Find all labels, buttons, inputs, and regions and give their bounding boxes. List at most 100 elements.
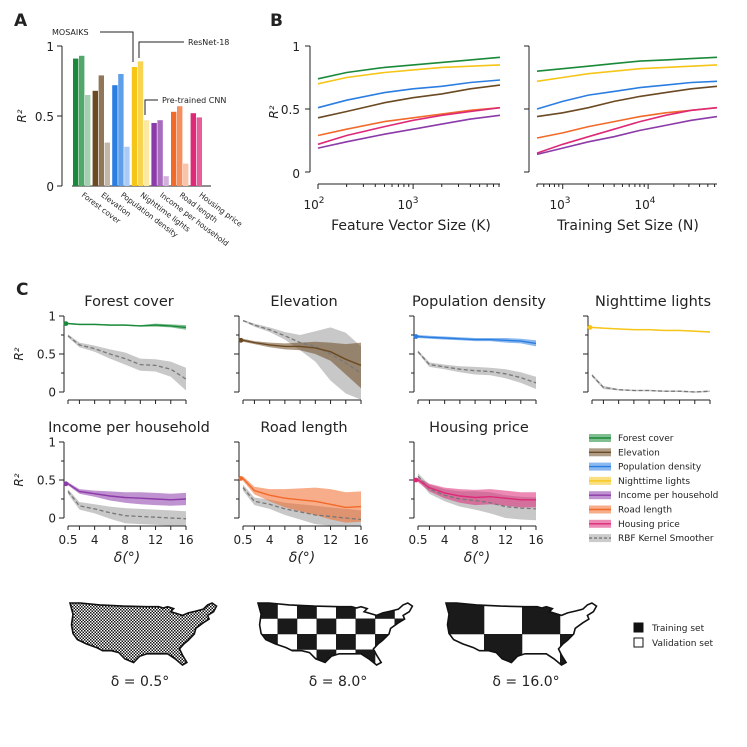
model-start-point [63,481,69,487]
panel-a-ylabel: R² [15,109,29,122]
rbf-band [418,350,536,389]
panel-c-title: Nighttime lights [595,294,711,310]
panel-c-ylabel: R² [12,347,26,360]
panel-a-ytick: 0.5 [35,110,54,124]
bar-elevation-pre-trained-cnn [104,142,110,186]
bar-forest-cover-resnet-18 [79,55,85,186]
bar-income-per-household-mosaiks [151,123,157,186]
line-elevation [317,84,501,119]
annotation-resnet-leader [138,41,184,58]
panel-c-ytick: 0.5 [37,348,56,362]
panel-c-ylabel: R² [12,473,26,486]
panel-c-housing-price: Housing price 0.5 4 8 12 16 δ(°) [408,420,543,566]
panel-c-xlabel: δ(°) [289,550,316,566]
annotation-cnn: Pre-trained CNN [162,96,226,105]
bar-road-length-resnet-18 [177,106,183,186]
legend-label: RBF Kernel Smoother [618,534,714,544]
line-population-density [317,79,501,109]
line-housing-price [317,106,501,146]
panel-c-xtick: 0.5 [408,533,427,547]
bar-nighttime-lights-resnet-18 [137,61,144,186]
map-training-cell [316,649,337,665]
us-outline [444,602,598,666]
legend-label: Population density [618,463,702,473]
legend-training-swatch [633,622,644,633]
map-training-cell [258,603,278,619]
panel-b-xtick-base: 10 [549,198,564,212]
panel-b-xlabel-right: Training Set Size (N) [556,218,699,234]
panel-c-nighttime-lights: Nighttime lights [583,294,711,404]
legend-label: Housing price [618,520,680,530]
legend-label: Road length [618,506,672,516]
model-start-point [238,476,244,481]
panel-c-xtick: 16 [353,533,368,547]
checkerboard-maps [68,602,598,666]
panel-c-xtick: 4 [266,533,274,547]
line-income-per-household [536,115,718,156]
map-training-cell [277,649,298,665]
panel-c-road-length: Road length 0.5 4 8 12 16 δ(°) [233,420,368,566]
panel-b-xtick-base: 10 [634,198,649,212]
legend-validation-label: Validation set [652,639,714,649]
bar-housing-price-mosaiks [190,113,196,186]
us-outline [256,602,414,666]
map-training-cell [297,603,317,619]
model-line [591,326,711,333]
panel-c-xtick: 12 [498,533,513,547]
panel-a-ytick: 1 [46,40,54,54]
legend-training-label: Training set [651,624,705,634]
model-start-point [63,321,69,326]
panel-a-bar-chart: 1 0.5 0 R² Forest coverElevationPopulati… [15,28,244,248]
panel-c-forest-cover: Forest cover 1 0.5 0 R² [12,294,187,404]
line-income-per-household [317,114,501,149]
panel-b-xtick-exp: 4 [650,196,656,206]
svg-text:103: 103 [549,196,570,212]
bar-elevation-resnet-18 [98,75,104,186]
rbf-line [67,335,187,380]
bar-housing-price-resnet-18 [196,117,202,186]
rbf-line [417,475,537,510]
bar-forest-cover-pre-trained-cnn [85,95,91,186]
line-elevation [536,85,718,118]
panel-c-xtick: 0.5 [58,533,77,547]
panel-c-xtick: 8 [296,533,304,547]
model-start-point [413,477,419,483]
panel-b-xlabel-left: Feature Vector Size (K) [331,218,491,234]
model-start-point [587,325,593,330]
model-line [67,483,187,501]
bar-population-density-resnet-18 [118,74,124,186]
panel-c-title: Road length [260,420,347,436]
bar-road-length-mosaiks [171,111,177,186]
bar-income-per-household-resnet-18 [157,120,163,186]
map-training-cell [316,618,337,635]
panel-b-ylabel: R² [267,105,281,118]
rbf-line [242,319,362,374]
map-training-cell [355,618,376,635]
panel-b-xtick-exp: 3 [413,196,419,206]
panel-c-xlabel: δ(°) [114,550,141,566]
line-housing-price [536,106,718,154]
panel-c-ytick: 0.5 [37,474,56,488]
panel-c-ytick: 1 [48,310,56,324]
line-nighttime-lights [317,64,501,85]
panel-c-elevation: Elevation [234,294,362,404]
panel-c-xtick: 12 [323,533,338,547]
panel-a-ytick: 0 [46,180,54,194]
map-training-cell [375,634,395,650]
panel-c-letter: C [16,280,28,300]
rbf-band [68,334,186,391]
annotation-cnn-leader [144,99,158,115]
legend-validation-swatch [633,637,644,648]
model-band [68,482,186,506]
line-forest-cover [536,56,718,72]
panel-c-xtick: 16 [528,533,543,547]
panel-b-line-charts: R² 1 0.5 0 Feature Vector Size (K) Train… [267,40,718,234]
model-line [417,335,537,345]
map-training-cell [484,634,523,665]
model-band [418,477,536,508]
model-start-point [238,337,244,343]
panel-c-xtick: 0.5 [233,533,252,547]
legend-label: Elevation [618,448,660,458]
bar-population-density-mosaiks [112,85,118,186]
us-outline [68,602,218,666]
